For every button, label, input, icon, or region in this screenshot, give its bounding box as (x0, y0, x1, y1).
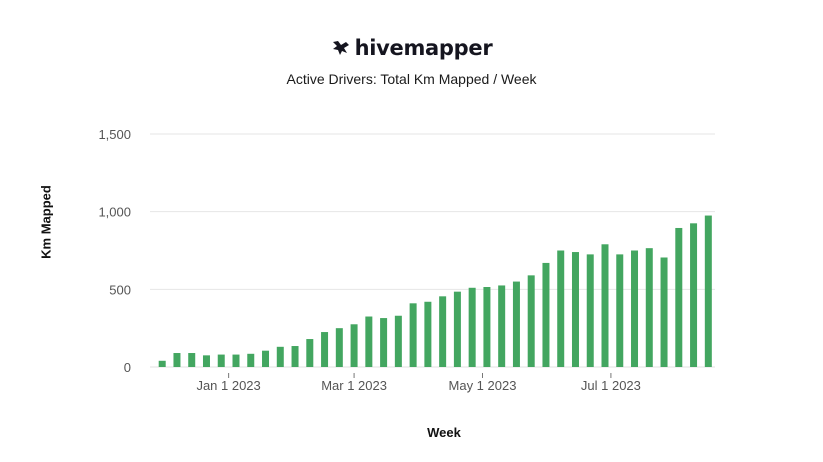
bar (217, 354, 225, 367)
brand-logo: hivemapper (0, 36, 823, 60)
bar (453, 291, 461, 367)
bar (468, 287, 476, 367)
bar (262, 350, 270, 367)
bar (557, 250, 565, 367)
chart-title: Active Drivers: Total Km Mapped / Week (286, 71, 537, 87)
bar (188, 353, 196, 367)
bar (439, 296, 447, 367)
bar (291, 346, 299, 367)
hive-bee-icon (332, 41, 349, 55)
x-tick-label: Jan 1 2023 (196, 378, 260, 393)
y-axis-label: Km Mapped (38, 185, 54, 259)
bar (424, 301, 432, 367)
bar (335, 328, 343, 367)
bar (350, 324, 358, 367)
bar (542, 262, 550, 367)
bar (321, 332, 329, 367)
bar (586, 254, 594, 367)
y-tick-label: 1,000 (98, 205, 131, 220)
bar (571, 252, 579, 367)
x-tick-label: May 1 2023 (449, 378, 517, 393)
bar (704, 215, 712, 367)
bar (232, 354, 240, 367)
bar (512, 281, 520, 367)
x-tick-label: Mar 1 2023 (321, 378, 387, 393)
bar (616, 254, 624, 367)
bar (158, 360, 166, 367)
bar (365, 316, 373, 367)
bar (660, 257, 668, 367)
bar (645, 248, 653, 367)
y-tick-label: 500 (109, 282, 131, 297)
bar (394, 315, 402, 367)
bar (202, 355, 210, 367)
bar (498, 285, 506, 367)
y-tick-label: 1,500 (98, 127, 131, 142)
bar (306, 339, 314, 367)
y-tick-label: 0 (124, 360, 131, 375)
bar (527, 275, 535, 367)
bar (276, 346, 284, 367)
bar (675, 227, 683, 367)
bar (173, 353, 181, 367)
logo-text: hivemapper (354, 36, 493, 60)
bar (631, 250, 639, 367)
bar (483, 287, 491, 367)
bar (409, 303, 417, 367)
x-tick-label: Jul 1 2023 (581, 378, 641, 393)
bar (247, 353, 255, 367)
bar (690, 223, 698, 367)
bar (601, 244, 609, 367)
x-axis-label: Week (427, 425, 461, 440)
bar (380, 318, 388, 367)
